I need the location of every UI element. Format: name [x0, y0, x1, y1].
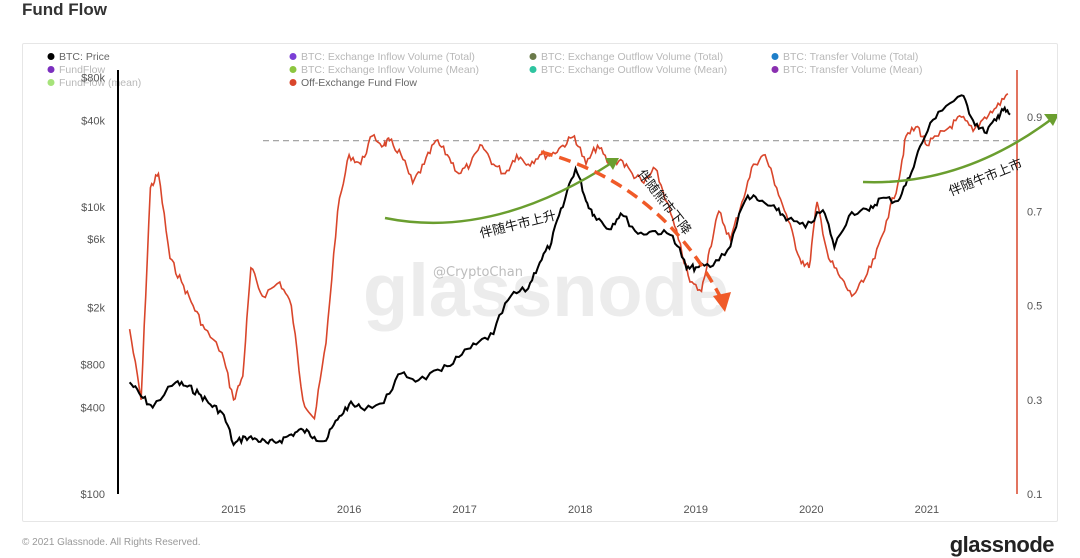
x-tick-label: 2015 — [221, 504, 245, 516]
left-tick-label: $40k — [81, 116, 105, 128]
legend-swatch — [47, 53, 55, 60]
legend-label: BTC: Exchange Outflow Volume (Mean) — [541, 64, 727, 76]
bear-arrow-head — [713, 292, 731, 312]
legend-swatch — [289, 79, 297, 86]
legend-item[interactable]: BTC: Exchange Outflow Volume (Total) — [529, 51, 724, 63]
left-tick-label: $6k — [87, 234, 105, 246]
legend-swatch — [289, 53, 297, 60]
legend: BTC: Price BTC: Exchange Inflow Volume (T… — [47, 51, 923, 89]
x-tick-label: 2017 — [452, 504, 476, 516]
x-axis-ticks: 2015 2016 2017 2018 2019 2020 2021 — [221, 504, 939, 516]
legend-swatch — [771, 53, 779, 60]
legend-item[interactable]: BTC: Price — [47, 51, 110, 63]
bull-arrow-1-head — [605, 158, 619, 170]
legend-label: BTC: Exchange Outflow Volume (Total) — [541, 51, 723, 63]
right-tick-label: 0.9 — [1027, 112, 1042, 124]
legend-swatch — [529, 66, 537, 73]
right-axis-ticks: 0.1 0.3 0.5 0.7 0.9 — [1027, 112, 1042, 501]
legend-swatch — [47, 66, 55, 73]
annotation-bull-rise: 伴随牛市上升 — [478, 207, 558, 241]
x-tick-label: 2020 — [799, 504, 823, 516]
legend-item[interactable]: Off-Exchange Fund Flow — [289, 77, 418, 89]
watermark-logo: glassnode — [363, 249, 729, 332]
left-tick-label: $80k — [81, 72, 105, 84]
legend-item[interactable]: BTC: Transfer Volume (Mean) — [771, 64, 923, 76]
legend-label: BTC: Transfer Volume (Total) — [783, 51, 918, 63]
legend-label: BTC: Transfer Volume (Mean) — [783, 64, 922, 76]
x-tick-label: 2018 — [568, 504, 592, 516]
legend-item[interactable]: BTC: Exchange Inflow Volume (Mean) — [289, 64, 480, 76]
legend-swatch — [771, 66, 779, 73]
series-line-off-exchange-fund-flow — [128, 93, 1009, 421]
legend-label: FundFlow — [59, 64, 106, 76]
legend-item[interactable]: FundFlow (mean) — [47, 77, 142, 89]
right-tick-label: 0.3 — [1027, 395, 1042, 407]
legend-swatch — [529, 53, 537, 60]
left-axis-ticks: $100 $400 $800 $2k $6k $10k $40k $80k — [81, 72, 106, 501]
legend-label: BTC: Price — [59, 51, 110, 63]
bull-arrow-2 — [862, 117, 1054, 184]
bull-arrow-1 — [384, 160, 614, 224]
chart-frame: BTC: Price BTC: Exchange Inflow Volume (T… — [22, 43, 1058, 522]
left-tick-label: $100 — [81, 489, 105, 501]
right-tick-label: 0.5 — [1027, 301, 1042, 313]
x-tick-label: 2019 — [684, 504, 708, 516]
legend-item[interactable]: BTC: Transfer Volume (Total) — [771, 51, 919, 63]
legend-label: BTC: Exchange Inflow Volume (Mean) — [301, 64, 479, 76]
left-tick-label: $2k — [87, 302, 105, 314]
left-tick-label: $400 — [81, 403, 105, 415]
legend-item[interactable]: FundFlow — [47, 64, 106, 76]
footer-logo: glassnode — [949, 532, 1055, 557]
left-tick-label: $10k — [81, 202, 105, 214]
footer-copyright: © 2021 Glassnode. All Rights Reserved. — [22, 537, 201, 548]
right-tick-label: 0.1 — [1027, 489, 1042, 501]
watermark-handle: @CryptoChan — [433, 265, 523, 280]
page-title: Fund Flow — [22, 0, 107, 19]
bear-arrow — [540, 150, 725, 303]
x-tick-label: 2021 — [915, 504, 939, 516]
legend-swatch — [289, 66, 297, 73]
legend-item[interactable]: BTC: Exchange Inflow Volume (Total) — [289, 51, 475, 63]
legend-label: FundFlow (mean) — [59, 77, 141, 89]
chart-svg: BTC: Price BTC: Exchange Inflow Volume (T… — [47, 51, 1057, 516]
series-line-btc-price — [128, 94, 1011, 447]
left-tick-label: $800 — [81, 359, 105, 371]
legend-label: Off-Exchange Fund Flow — [301, 77, 417, 89]
legend-label: BTC: Exchange Inflow Volume (Total) — [301, 51, 475, 63]
annotation-bull-rise-2: 伴随牛市上市 — [947, 156, 1025, 200]
legend-item[interactable]: BTC: Exchange Outflow Volume (Mean) — [529, 64, 728, 76]
bull-arrow-2-head — [1044, 114, 1057, 126]
right-tick-label: 0.7 — [1027, 206, 1042, 218]
legend-swatch — [47, 79, 55, 86]
x-tick-label: 2016 — [337, 504, 361, 516]
